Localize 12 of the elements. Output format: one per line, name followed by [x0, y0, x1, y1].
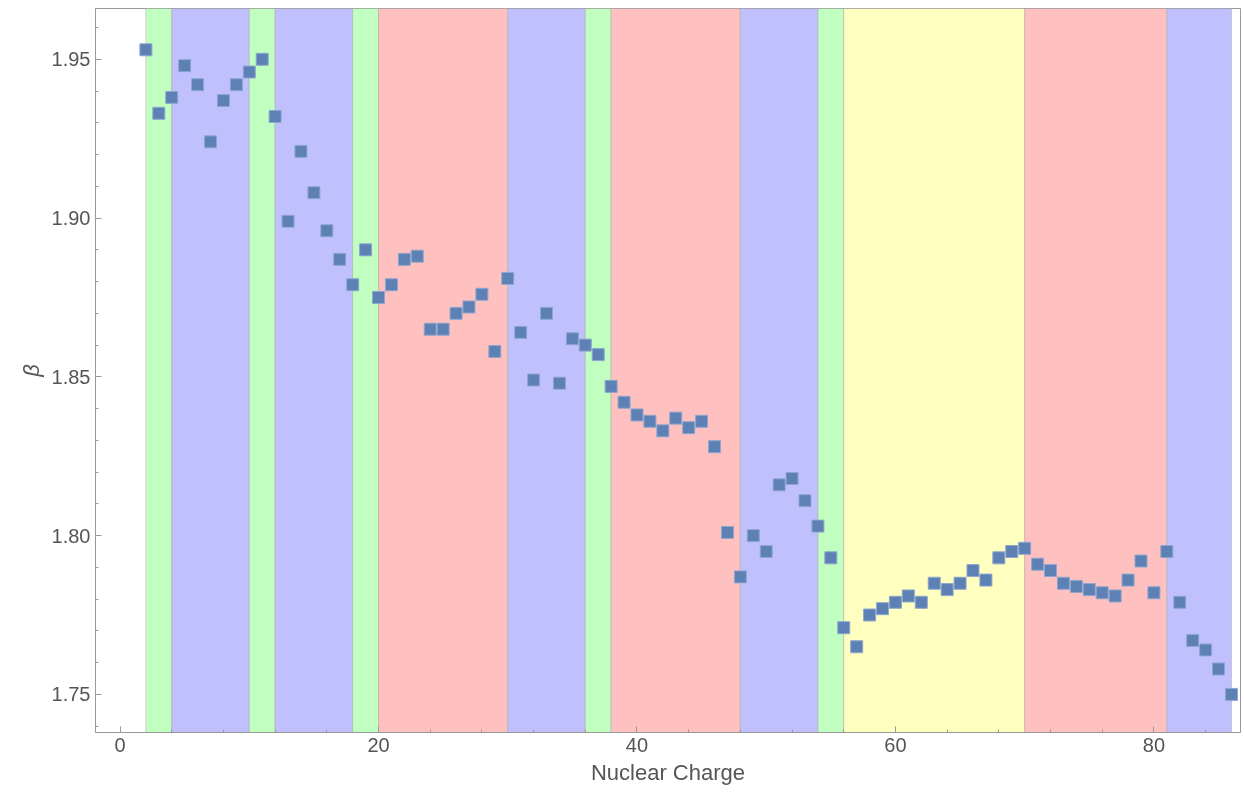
y-tick-label: 1.80	[51, 524, 91, 547]
y-tick-label: 1.85	[51, 365, 91, 388]
x-tick-label: 20	[367, 733, 390, 756]
x-tick-label: 60	[884, 733, 907, 756]
x-tick-label: 80	[1142, 733, 1166, 756]
x-tick-label: 40	[625, 733, 649, 756]
y-tick-label: 1.95	[51, 48, 91, 71]
y-axis-title: β	[18, 363, 44, 378]
x-axis-title: Nuclear Charge	[590, 759, 746, 785]
y-tick-label: 1.75	[51, 683, 91, 706]
y-tick-label: 1.90	[51, 207, 91, 230]
x-tick-label: 0	[114, 733, 126, 756]
